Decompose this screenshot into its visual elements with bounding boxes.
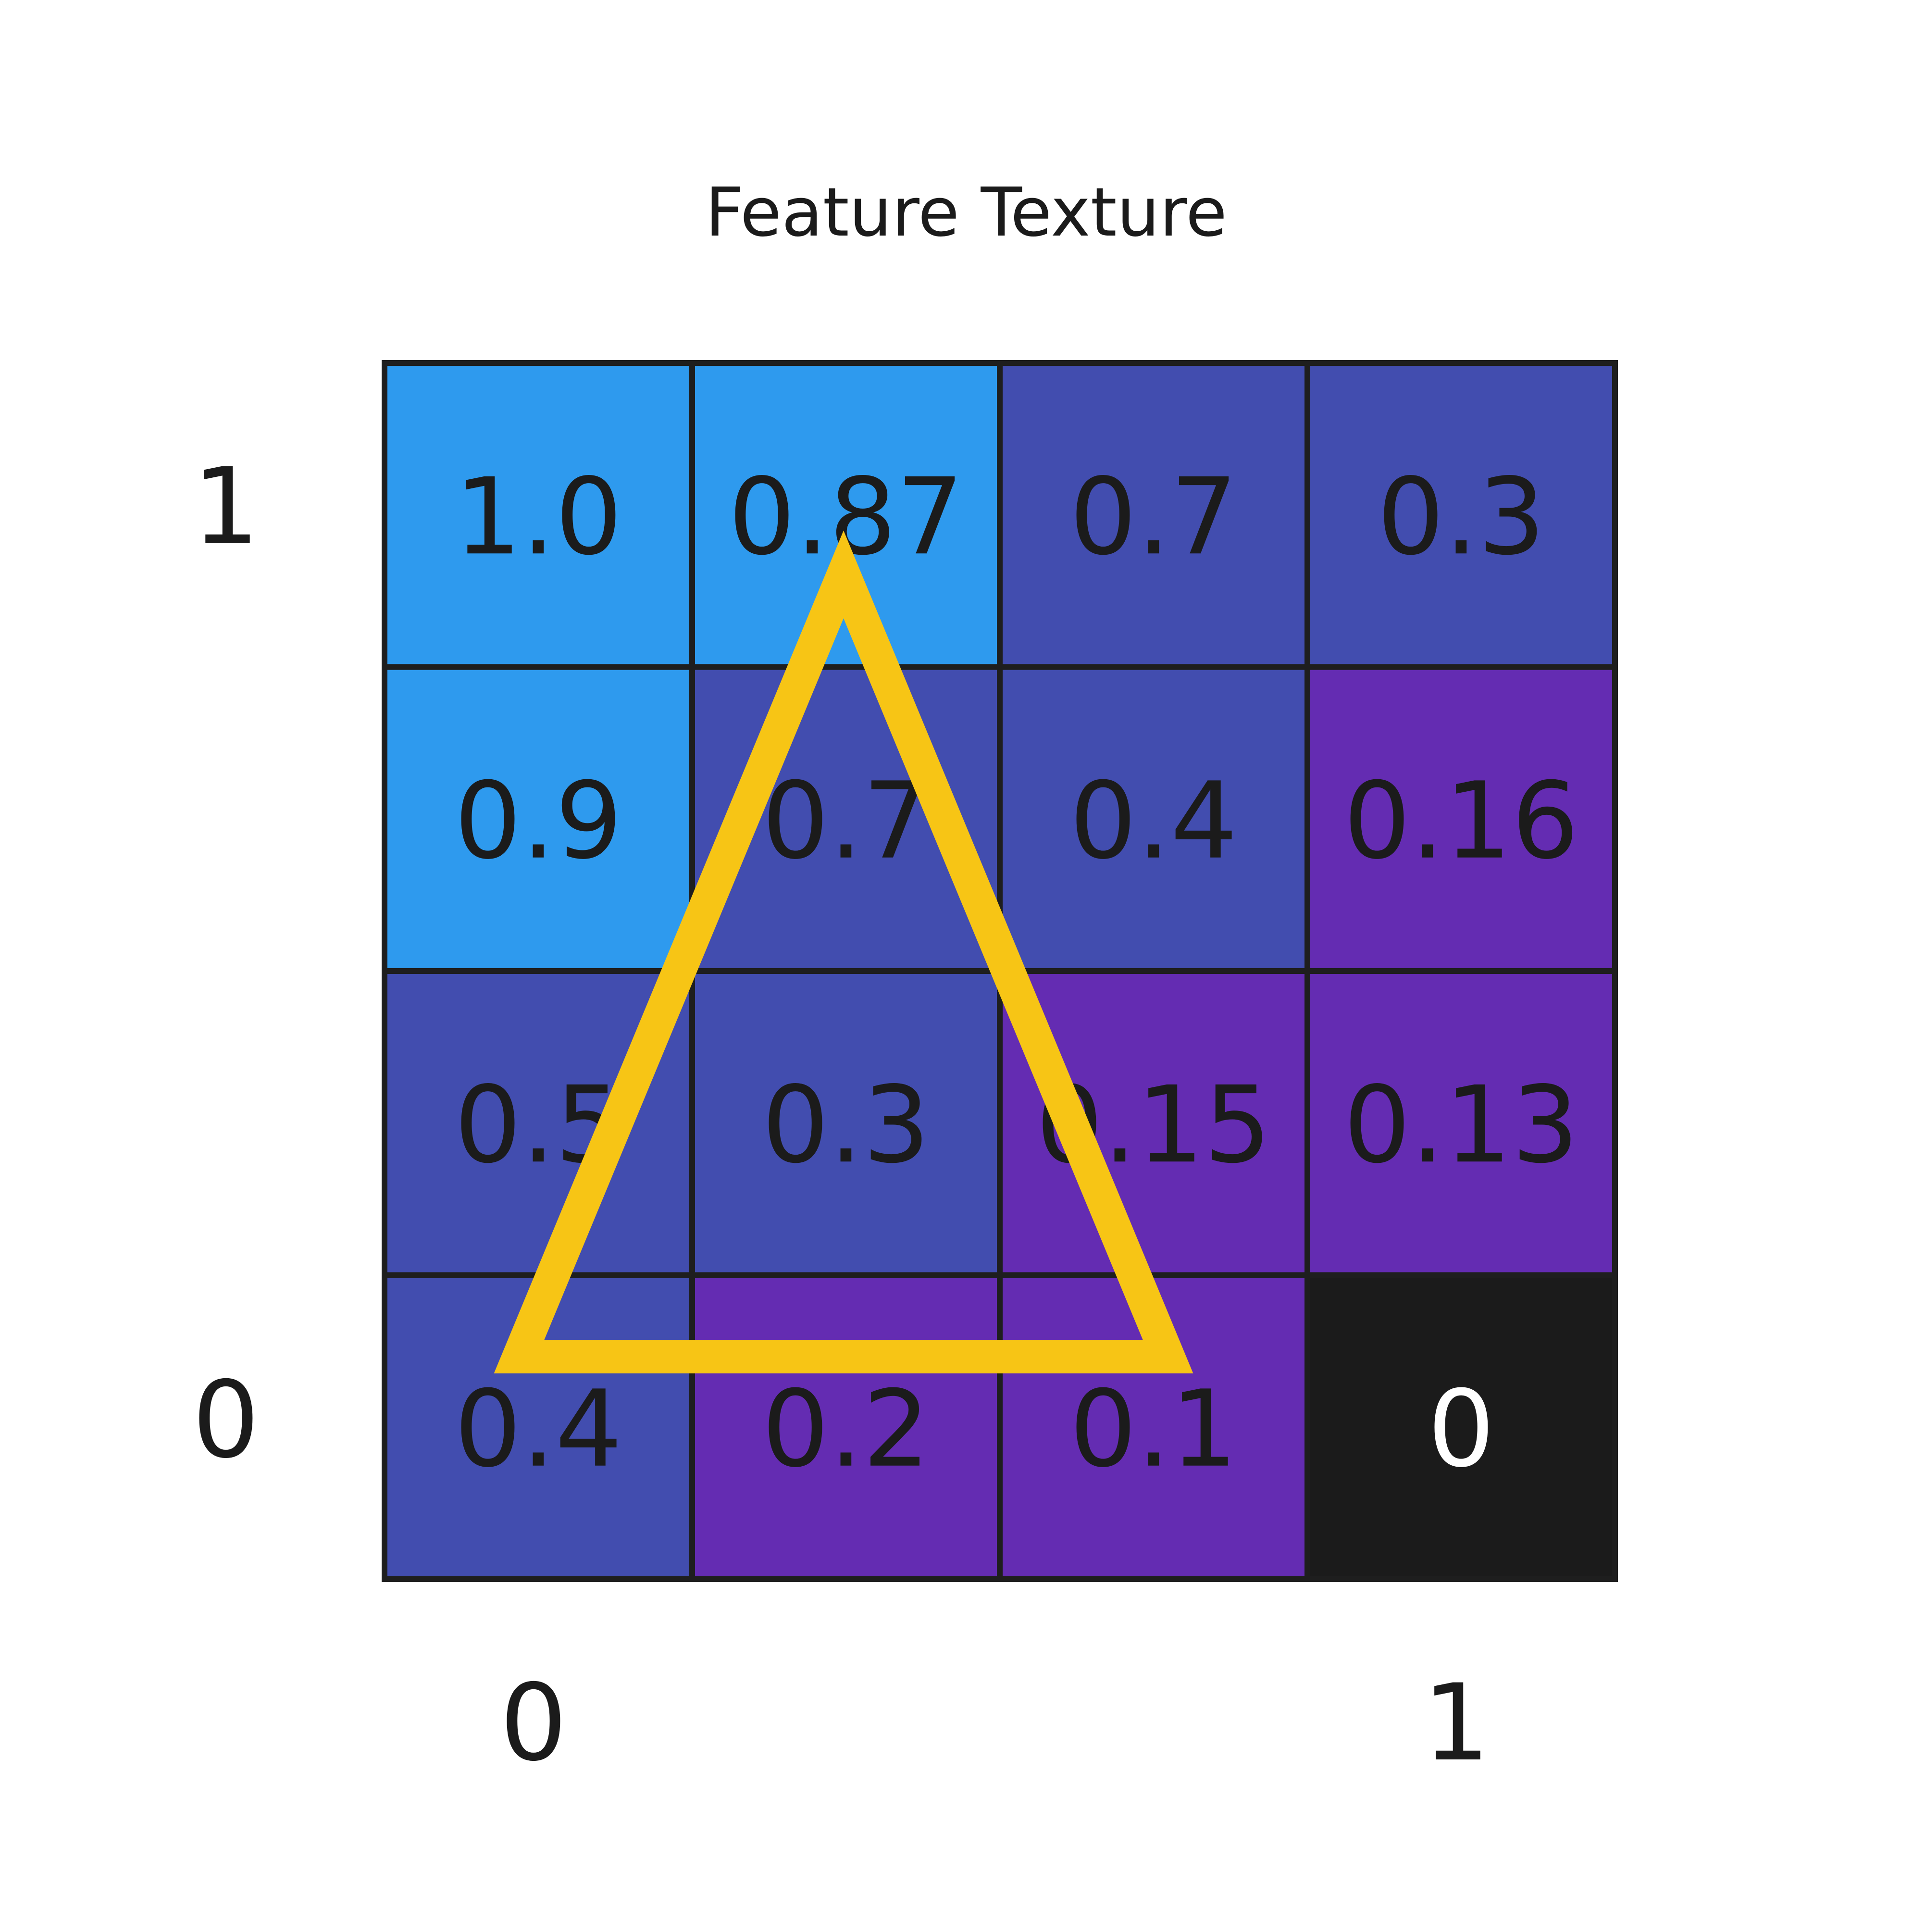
grid-cell-value-r1-c3: 0.16	[1343, 760, 1579, 883]
x-axis-label-right: 1	[1423, 1661, 1490, 1784]
grid-cell-value-r3-c2: 0.1	[1069, 1368, 1238, 1491]
grid-cell-value-r1-c0: 0.9	[454, 760, 622, 883]
grid-cell-value-r2-c1: 0.3	[762, 1063, 930, 1186]
grid-outer-border	[382, 360, 1618, 1582]
grid-cell-value-r0-c3: 0.3	[1377, 455, 1545, 578]
texture-grid: 1.0 0.87 0.7 0.30.9 0.7 0.4 0.160.5 0.3 0.15 0.13…	[382, 360, 1618, 1582]
grid-cell-value-r2-c3: 0.13	[1343, 1063, 1579, 1186]
grid-cell-value-r0-c0: 1.0	[454, 455, 622, 578]
y-axis-label-top: 1	[192, 445, 260, 568]
grid-cell-value-r1-c2: 0.4	[1069, 760, 1238, 883]
grid-cell-r3-c1	[689, 1272, 1003, 1582]
grid-cell-r1-c3	[1304, 664, 1618, 974]
x-axis-label-left: 0	[500, 1661, 567, 1784]
triangle-overlay	[494, 530, 1193, 1373]
grid-cell-value-r3-c0: 0.4	[454, 1368, 622, 1491]
y-axis-label-bottom: 0	[192, 1359, 260, 1482]
grid-cell-value-r0-c2: 0.7	[1069, 455, 1238, 578]
grid-cell-value-r1-c1: 0.7	[762, 760, 930, 883]
grid-cell-value-r3-c3: 0	[1428, 1368, 1495, 1491]
grid-cell-r0-c0	[382, 360, 695, 670]
grid-cell-value-r3-c1: 0.2	[762, 1368, 930, 1491]
figure-title: Feature Texture	[705, 174, 1227, 252]
